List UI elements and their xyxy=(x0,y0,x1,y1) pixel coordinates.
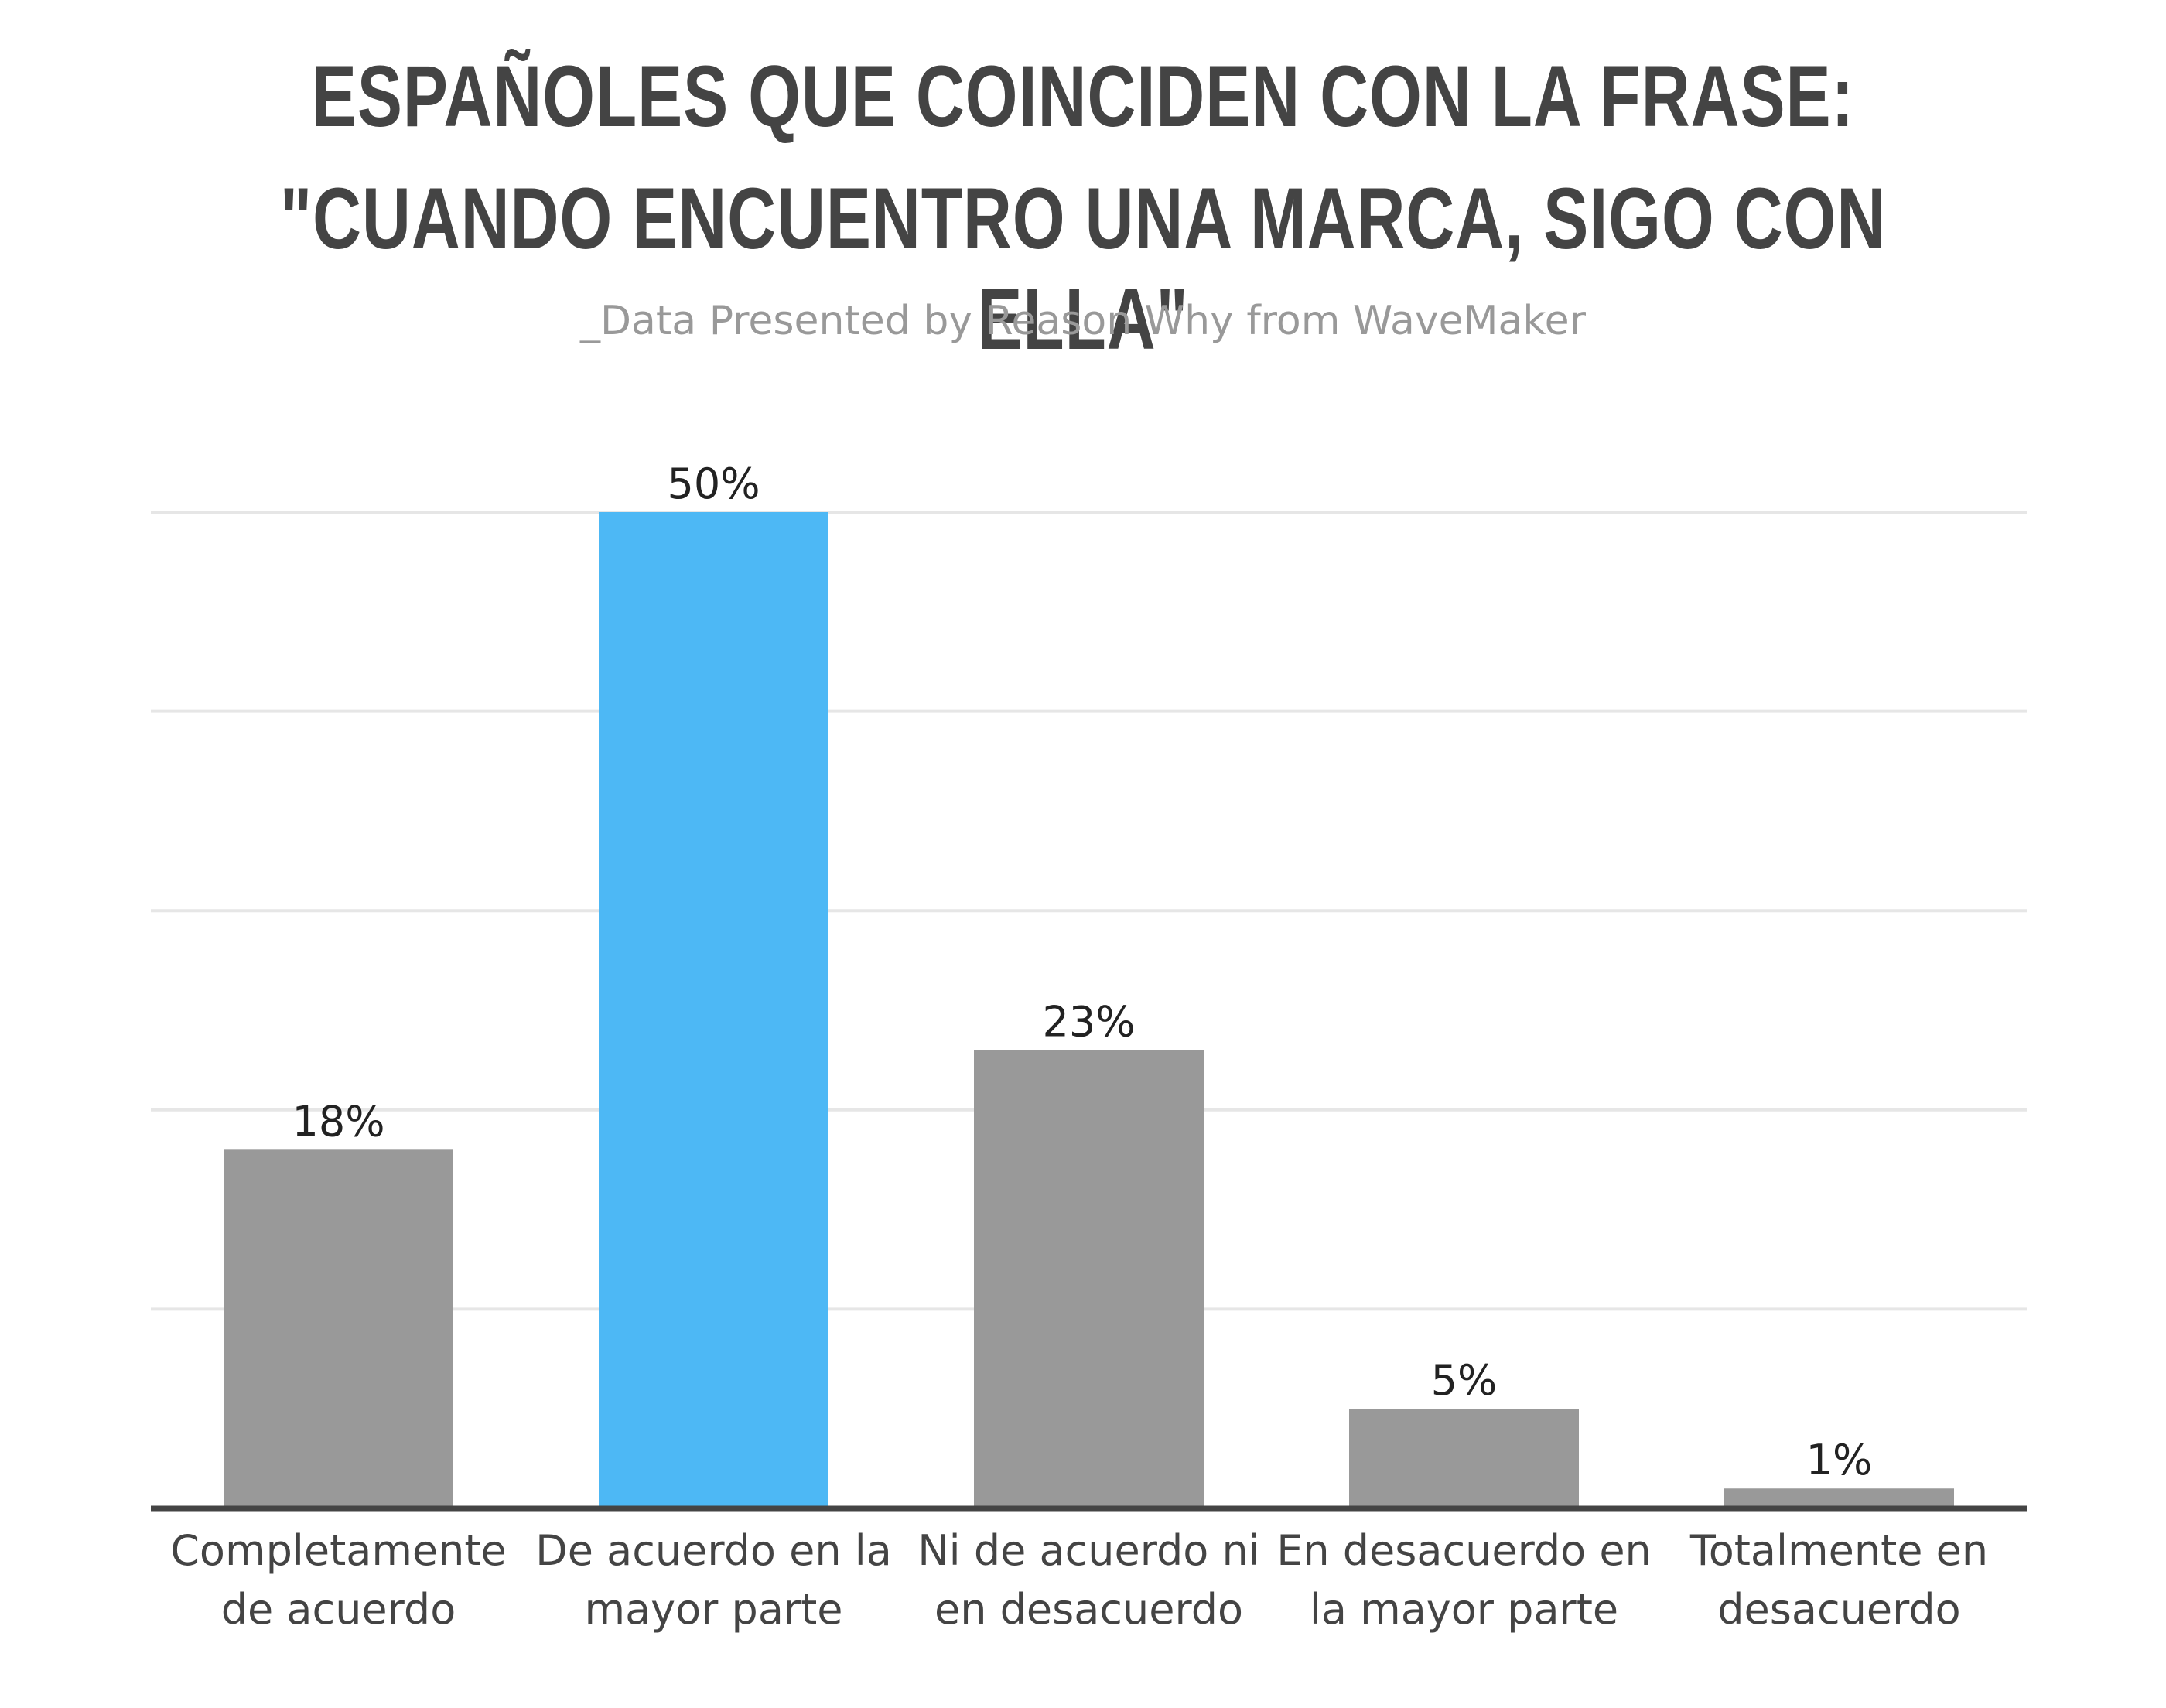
bar xyxy=(1349,1409,1579,1508)
bar-value-label: 18% xyxy=(292,1097,384,1146)
category-label: En desacuerdo en xyxy=(1276,1526,1652,1575)
bar-value-label: 50% xyxy=(667,459,760,508)
category-label: De acuerdo en la xyxy=(535,1526,892,1575)
category-label: de acuerdo xyxy=(221,1585,456,1634)
bar xyxy=(599,512,828,1508)
category-label: Ni de acuerdo ni xyxy=(917,1526,1259,1575)
bar-value-label: 23% xyxy=(1042,998,1135,1047)
category-label: Totalmente en xyxy=(1689,1526,1988,1575)
category-label: Completamente xyxy=(170,1526,507,1575)
chart-subtitle: _Data Presented by Reason Why from WaveM… xyxy=(580,298,1586,344)
bar xyxy=(974,1050,1204,1508)
chart-title-line-1: ESPAÑOLES QUE COINCIDEN CON LA FRASE: xyxy=(311,48,1855,145)
category-label: mayor parte xyxy=(584,1585,842,1634)
bar xyxy=(224,1149,453,1508)
category-label: en desacuerdo xyxy=(934,1585,1243,1634)
category-label: desacuerdo xyxy=(1717,1585,1960,1634)
bar xyxy=(1724,1488,1954,1508)
bar-value-label: 5% xyxy=(1431,1356,1498,1405)
bar-value-label: 1% xyxy=(1806,1436,1873,1484)
chart-title-line-2: "CUANDO ENCUENTRO UNA MARCA, SIGO CON EL… xyxy=(279,170,1887,367)
category-label: la mayor parte xyxy=(1310,1585,1618,1634)
